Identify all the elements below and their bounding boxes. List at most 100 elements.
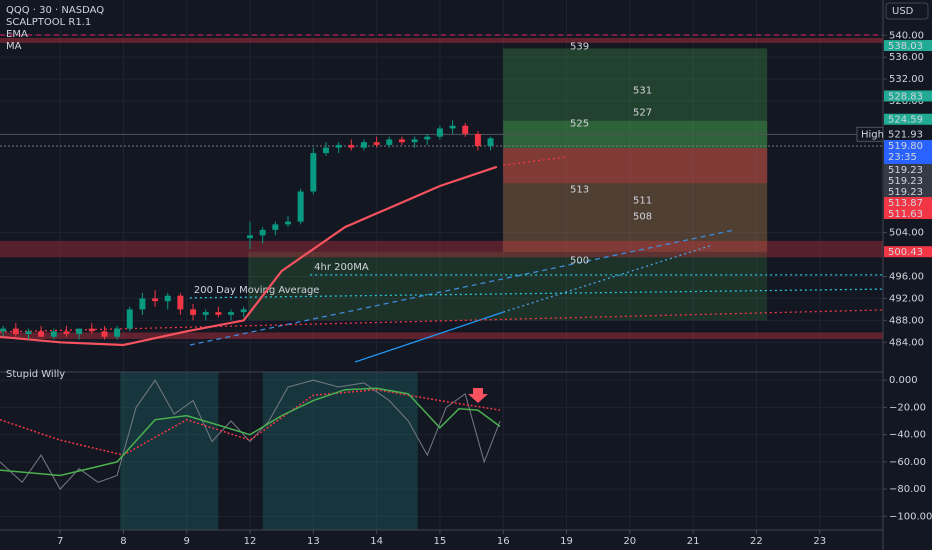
series-line [0,387,501,477]
candle-body [297,191,304,222]
candle-body [285,221,292,225]
candle-body [474,133,481,147]
x-tick-label: 9 [184,536,190,547]
y-tick-label: 0.000 [889,375,918,386]
x-tick-label: 8 [120,536,126,547]
y-tick-label: 492.00 [889,293,924,304]
candle-body [190,309,197,315]
price-label: 500.43 [888,247,923,258]
y-tick-label: −100.00 [889,511,932,522]
y-tick-label: 488.00 [889,315,924,326]
x-tick-label: 21 [687,536,700,547]
candle-body [259,229,266,236]
zone [248,251,768,321]
x-tick-label: 23 [813,536,826,547]
candle-body [25,331,32,335]
price-band [0,240,883,258]
candle-body [322,147,329,154]
price-label: 524.59 [888,115,923,126]
price-label: 528.83 [888,91,923,102]
high-box [856,126,884,142]
target-label: 511 [633,195,652,206]
x-tick-label: 16 [497,536,510,547]
trend-line [354,311,504,363]
indicator-name: MA [6,41,22,52]
grid-layer [0,0,883,530]
candle-body [373,142,380,145]
y-tick-label: 532.00 [889,74,924,85]
candle-body [139,298,146,310]
price-label-box [884,113,932,125]
trend-line [503,245,711,313]
target-label: 527 [633,108,652,119]
y-tick-label: −20.00 [889,402,926,413]
candle-body [228,312,235,315]
x-tick-label: 20 [623,536,636,547]
y-tick-label: −80.00 [889,484,926,495]
trend-line [503,156,567,166]
y-tick-label: 484.00 [889,337,924,348]
candle-body [202,312,209,315]
main-pane: 4hr 200MA 200 Day Moving Average 539 525 513… [0,34,884,363]
y-tick-label: −60.00 [889,457,926,468]
price-label-box [884,127,932,142]
currency-box[interactable] [885,2,929,20]
trend-line [189,229,736,346]
target-label: 513 [570,184,589,195]
target-label: 539 [570,42,589,53]
candle-body [335,144,342,148]
price-label-box [884,175,932,187]
currency[interactable]: USD [892,6,914,17]
candle-body [63,331,70,335]
price-label-box [884,186,932,198]
zone [503,48,768,252]
candle-body [215,312,222,315]
price-label: 538.03 [888,41,923,52]
candle-body [424,136,431,140]
target-label: 525 [570,118,589,129]
target-label: 531 [633,86,652,97]
price-label: 511.63 [888,209,923,220]
target-label: 500 [570,256,589,267]
candle-body [114,328,121,337]
candle-body [240,309,247,313]
price-label-box [884,246,932,258]
candle-body [398,139,405,143]
x-tick-label: 7 [57,536,63,547]
series-line [0,165,498,347]
price-label-box [884,197,932,209]
trend-line [0,309,884,333]
x-tick-label: 15 [434,536,447,547]
x-tick-label: 14 [370,536,383,547]
candle-body [487,138,494,147]
price-label: 519.23 [888,165,923,176]
indicator-name: EMA [6,29,28,40]
axis-layer: 540.00 536.00 532.00 528.00 504.00 496.00 492.… [57,30,932,547]
price-label: 521.93 [888,129,923,140]
x-tick-label: 22 [750,536,763,547]
candle-body [50,331,57,337]
trend-line [189,288,884,299]
y-tick-label: 528.00 [889,96,924,107]
candle-body [436,128,443,137]
candle-body [0,328,7,332]
candle-body [177,295,184,310]
candle-body [386,139,393,145]
price-band [0,332,883,339]
y-tick-label: −40.00 [889,430,926,441]
candle-body [38,331,45,337]
price-band [0,37,883,43]
price-label-box [884,164,932,176]
price-label-box [884,208,932,220]
y-tick-label: 540.00 [889,30,924,41]
candle-body [126,309,133,329]
candle-body [101,331,108,337]
candle-body [449,125,456,129]
price-label-box [884,140,932,165]
candle-body [247,235,254,239]
candle-body [12,328,19,335]
candle-body [462,125,469,134]
candle-body [348,144,355,148]
zone [262,372,418,530]
series-line [0,388,501,456]
